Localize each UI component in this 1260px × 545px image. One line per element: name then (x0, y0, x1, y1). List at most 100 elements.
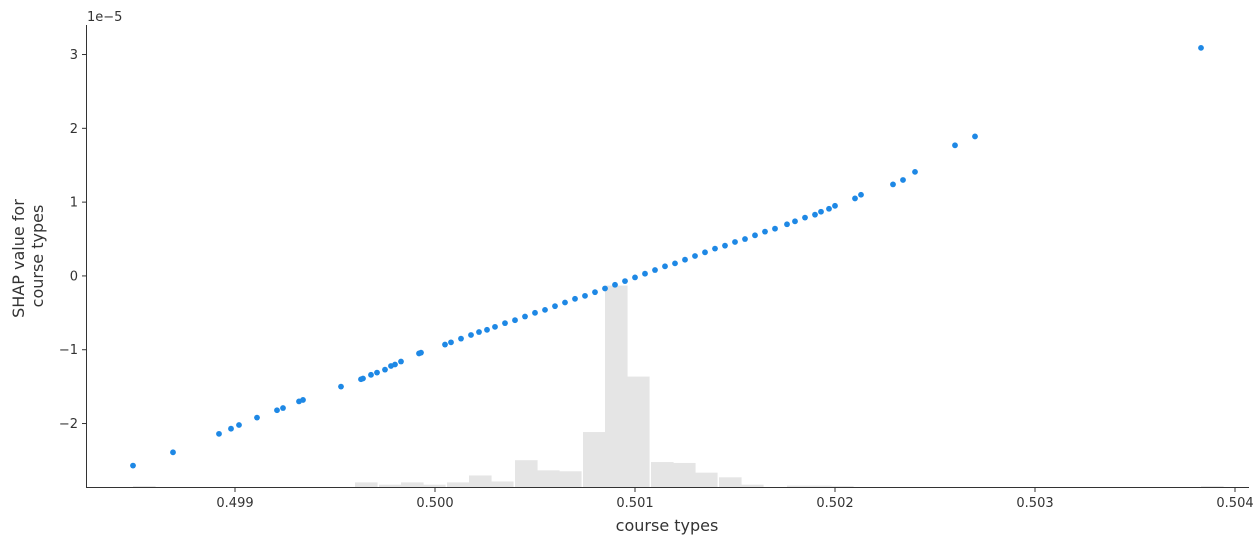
histogram-bar (719, 477, 742, 487)
histogram-bar (1201, 486, 1224, 487)
histogram-bar (605, 285, 628, 487)
scatter-point (890, 181, 896, 188)
scatter-point (858, 191, 864, 198)
scatter-point (476, 329, 482, 335)
scatter-point (512, 317, 518, 324)
scatter-point (672, 260, 678, 267)
histogram-bar (447, 482, 470, 487)
scatter-point (552, 303, 558, 310)
scatter-point (274, 407, 280, 414)
scatter-point (392, 361, 398, 368)
scatter-point (542, 306, 548, 313)
scatter-point (280, 405, 286, 411)
y-tick-label: 2 (70, 122, 78, 137)
scatter-point (712, 245, 718, 252)
x-tick-label: 0.500 (416, 496, 453, 511)
scatter-point (900, 177, 906, 183)
scatter-point (418, 349, 424, 356)
scatter-point (692, 253, 698, 259)
scatter-point (582, 292, 588, 299)
y-axis-label-line-1: SHAP value for (9, 199, 28, 318)
histogram-bar (695, 472, 718, 487)
histogram-bar (423, 484, 446, 487)
scatter-point (952, 142, 958, 149)
y-offset-label: 1e−5 (87, 10, 122, 25)
scatter-point (442, 341, 448, 348)
y-axis-label: SHAP value for course types (9, 194, 47, 318)
scatter-point (522, 313, 528, 320)
scatter-point (972, 133, 978, 140)
scatter-point (468, 332, 474, 338)
histogram-bar (651, 462, 674, 487)
y-tick-label: 3 (70, 48, 78, 63)
scatter-point (612, 281, 618, 288)
scatter-point (784, 221, 790, 228)
y-tick-label: −1 (59, 343, 78, 358)
scatter-point (236, 422, 242, 428)
histogram-bar (741, 484, 764, 487)
scatter-points (130, 44, 1204, 469)
scatter-point (832, 202, 838, 209)
scatter-point (632, 274, 638, 281)
histogram-bar (583, 432, 606, 487)
x-tick-label: 0.503 (1016, 496, 1053, 511)
scatter-point (228, 425, 234, 432)
histogram-bar (537, 470, 560, 487)
x-axis-label: course types (616, 516, 719, 535)
histogram-bar (491, 481, 514, 487)
scatter-point (732, 239, 738, 245)
histogram-bar (809, 485, 832, 487)
scatter-point (300, 397, 306, 403)
histogram-bar (133, 486, 156, 487)
scatter-point (382, 366, 388, 373)
y-tick-label: −2 (59, 417, 78, 432)
scatter-point (458, 335, 464, 342)
x-tick-label: 0.504 (1216, 496, 1253, 511)
scatter-point (254, 414, 260, 421)
scatter-point (130, 462, 136, 469)
scatter-point (682, 256, 688, 263)
x-tick-label: 0.502 (816, 496, 853, 511)
scatter-point (802, 214, 808, 221)
scatter-point (338, 383, 344, 390)
scatter-point (742, 236, 748, 242)
scatter-point (762, 228, 768, 235)
x-ticks: 0.499 0.500 0.501 0.502 0.503 0.504 (216, 487, 1254, 511)
scatter-point (492, 323, 498, 330)
scatter-point (602, 285, 608, 292)
histogram-bar (627, 376, 650, 487)
scatter-point (622, 278, 628, 284)
scatter-point (852, 195, 858, 202)
scatter-point (826, 205, 832, 212)
histogram-bar (355, 482, 378, 487)
histogram-bar (379, 484, 402, 487)
histogram-bar (401, 482, 424, 487)
histogram-bar (673, 462, 696, 487)
histogram-bar (469, 475, 492, 487)
histogram-bar (831, 486, 854, 487)
histogram-bar (515, 460, 538, 487)
scatter-point (592, 289, 598, 296)
y-tick-label: 0 (70, 269, 78, 284)
feature-histogram (133, 285, 1224, 487)
y-axis-label-line-2: course types (28, 205, 47, 308)
scatter-point (702, 249, 708, 256)
scatter-point (484, 326, 490, 333)
scatter-point (1198, 44, 1204, 51)
scatter-point (216, 430, 222, 437)
scatter-point (662, 263, 668, 270)
scatter-point (812, 211, 818, 218)
scatter-point (772, 225, 778, 232)
scatter-point (398, 358, 404, 365)
scatter-point (818, 208, 824, 215)
scatter-point (792, 218, 798, 225)
scatter-point (752, 232, 758, 239)
scatter-point (374, 369, 380, 376)
histogram-bar (559, 471, 582, 487)
scatter-point (502, 320, 508, 327)
scatter-point (448, 339, 454, 346)
scatter-point (532, 309, 538, 316)
y-ticks: −2 −1 0 1 2 3 (59, 48, 87, 432)
scatter-point (722, 242, 728, 249)
